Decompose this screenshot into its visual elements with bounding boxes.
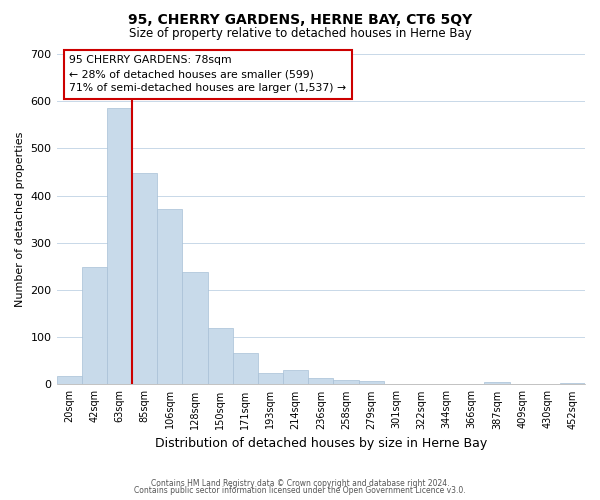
Bar <box>208 328 233 384</box>
Bar <box>157 209 182 384</box>
Text: Contains public sector information licensed under the Open Government Licence v3: Contains public sector information licen… <box>134 486 466 495</box>
Text: Size of property relative to detached houses in Herne Bay: Size of property relative to detached ho… <box>128 28 472 40</box>
Bar <box>484 382 509 384</box>
Bar <box>82 268 107 384</box>
Bar <box>359 380 383 384</box>
Bar <box>334 380 359 384</box>
Bar <box>258 373 283 384</box>
Bar <box>132 173 157 384</box>
Text: 95, CHERRY GARDENS, HERNE BAY, CT6 5QY: 95, CHERRY GARDENS, HERNE BAY, CT6 5QY <box>128 12 472 26</box>
Bar <box>233 353 258 384</box>
Bar <box>182 272 208 384</box>
Bar <box>107 108 132 384</box>
Bar <box>283 370 308 384</box>
Y-axis label: Number of detached properties: Number of detached properties <box>15 132 25 307</box>
Text: 95 CHERRY GARDENS: 78sqm
← 28% of detached houses are smaller (599)
71% of semi-: 95 CHERRY GARDENS: 78sqm ← 28% of detach… <box>69 56 346 94</box>
Bar <box>308 378 334 384</box>
X-axis label: Distribution of detached houses by size in Herne Bay: Distribution of detached houses by size … <box>155 437 487 450</box>
Bar <box>56 376 82 384</box>
Text: Contains HM Land Registry data © Crown copyright and database right 2024.: Contains HM Land Registry data © Crown c… <box>151 478 449 488</box>
